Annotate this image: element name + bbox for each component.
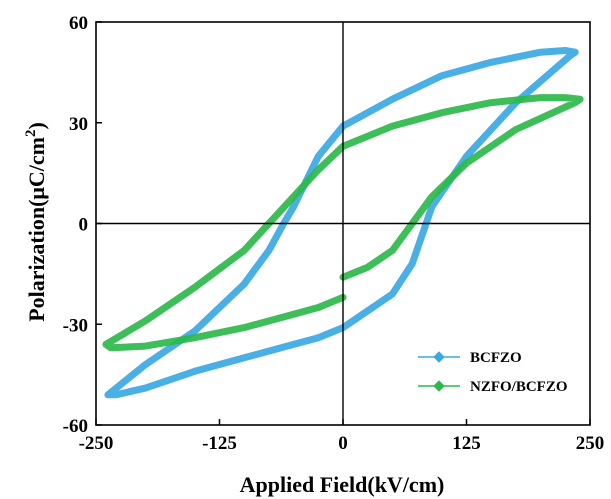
y-axis-title-main: Polarization bbox=[24, 207, 49, 322]
y-tick-label: 60 bbox=[69, 13, 88, 34]
y-tick-label: 0 bbox=[79, 215, 89, 236]
x-axis-title: Applied Field(kV/cm) bbox=[240, 472, 445, 497]
series-line-1 bbox=[102, 94, 584, 352]
x-tick-label: 125 bbox=[452, 433, 481, 454]
y-tick-label: -30 bbox=[63, 315, 88, 336]
y-axis-title: Polarization(μC/cm2) bbox=[23, 122, 49, 322]
x-tick-label: 0 bbox=[338, 433, 348, 454]
legend-label-1: NZFO/BCFZO bbox=[470, 379, 568, 395]
y-tick-label: 30 bbox=[69, 114, 88, 135]
legend-marker-0 bbox=[433, 351, 445, 363]
y-axis-title-unit: (μC/cm bbox=[24, 137, 49, 207]
zero-lines bbox=[96, 22, 590, 425]
legend-label-0: BCFZO bbox=[470, 350, 522, 366]
ticks-layer: -250 -125 0 125 250 -60 -30 0 30 60 bbox=[63, 13, 605, 454]
x-tick-label: -125 bbox=[202, 433, 237, 454]
y-axis-title-sup: 2 bbox=[23, 130, 39, 138]
y-tick-label: -60 bbox=[63, 416, 88, 437]
svg-text:Polarization(μC/cm2): Polarization(μC/cm2) bbox=[23, 122, 49, 322]
y-axis-title-close: ) bbox=[24, 122, 49, 129]
legend: BCFZO NZFO/BCFZO bbox=[418, 350, 568, 395]
x-tick-label: 250 bbox=[576, 433, 605, 454]
x-tick-label: -250 bbox=[79, 433, 114, 454]
legend-marker-1 bbox=[433, 380, 445, 392]
